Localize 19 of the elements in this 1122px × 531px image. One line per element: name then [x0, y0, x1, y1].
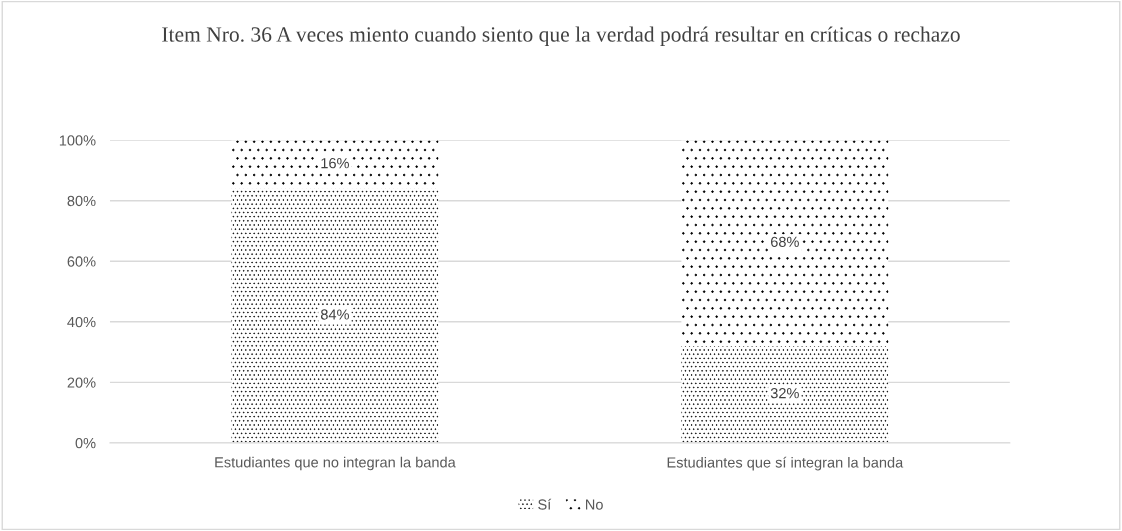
y-tick-label: 20% — [67, 377, 96, 388]
data-label: 32% — [770, 388, 799, 399]
y-tick-label: 60% — [67, 256, 96, 267]
legend-label: No — [586, 499, 603, 510]
x-tick-label: Estudiantes que no integran la banda — [215, 456, 456, 471]
data-label: 16% — [321, 157, 349, 169]
chart-title: Item Nro. 36 A veces miento cuando siento que la verdad podrá resultar en críticas o rechazo — [162, 26, 960, 47]
bar — [681, 140, 889, 346]
y-tick-label: 0% — [75, 437, 96, 449]
bar — [231, 188, 439, 443]
legend-label: Sí — [538, 498, 552, 510]
y-tick-label: 40% — [67, 316, 96, 328]
y-tick-label: 80% — [67, 195, 96, 207]
y-tick-label: 100% — [59, 135, 96, 146]
bar — [681, 346, 889, 443]
x-tick-label: Estudiantes que sí integran la banda — [667, 456, 904, 471]
data-label: 68% — [770, 236, 799, 248]
data-label: 84% — [320, 309, 349, 320]
bar — [231, 140, 439, 189]
